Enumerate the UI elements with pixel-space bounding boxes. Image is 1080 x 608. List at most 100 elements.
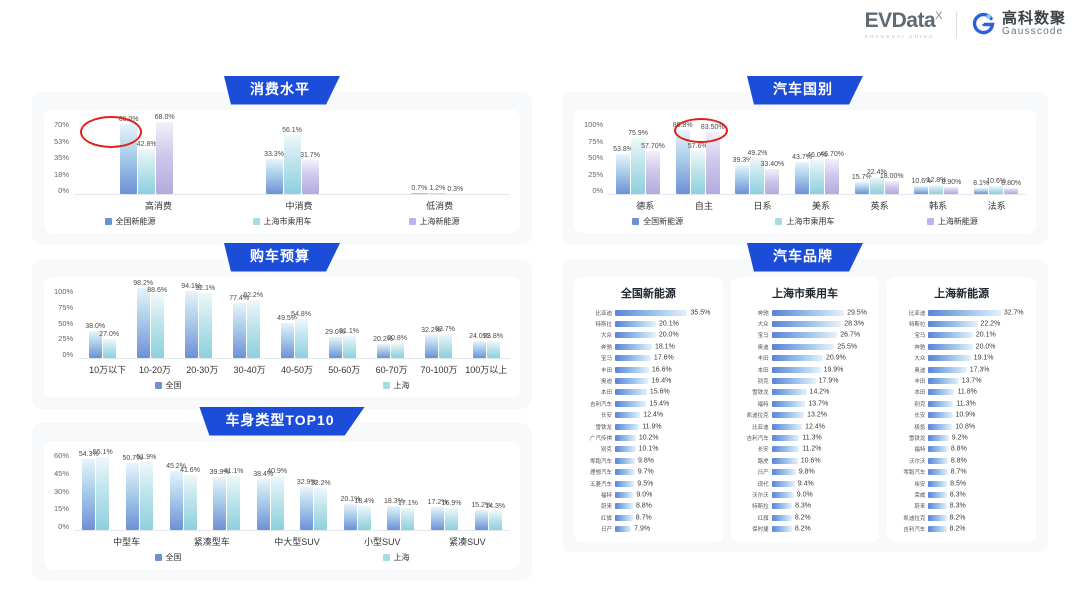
brand-row[interactable]: 比亚迪 12.4% [738,421,873,432]
brand-row[interactable]: 现代 9.4% [738,478,873,489]
brand-row[interactable]: 保时捷 8.2% [738,523,873,534]
brand-row[interactable]: 吉利汽车 8.2% [894,523,1029,534]
bar[interactable]: 27.0% [99,331,119,358]
bar[interactable]: 32.9% [297,479,317,530]
bar[interactable]: 68.0% [155,114,175,194]
bar[interactable]: 12.8% [927,177,946,194]
brand-row[interactable]: 蔚来 8.3% [894,501,1029,512]
bar[interactable]: 46.70% [820,151,844,194]
brand-row[interactable]: 荣威 8.3% [894,489,1029,500]
bar[interactable]: 33.7% [435,326,455,358]
brand-row[interactable]: 特斯拉 20.1% [581,318,716,329]
brand-row[interactable]: 别克 17.9% [738,375,873,386]
bar[interactable]: 88.6% [147,287,167,358]
bar[interactable]: 18.4% [354,498,374,530]
brand-row[interactable]: 零跑汽车 8.7% [894,466,1029,477]
brand-row[interactable]: 红旗 8.2% [738,512,873,523]
bar[interactable]: 40.9% [267,468,287,530]
brand-row[interactable]: 特斯拉 22.2% [894,318,1029,329]
bar[interactable]: 14.3% [485,503,505,530]
brand-row[interactable]: 奔驰 20.0% [894,341,1029,352]
bar[interactable]: 57.70% [641,143,665,194]
brand-row[interactable]: 红旗 8.7% [581,512,716,523]
bar[interactable]: 86.8% [673,122,693,194]
bar[interactable]: 98.2% [133,280,153,358]
brand-row[interactable]: 蔚来 8.8% [581,501,716,512]
brand-row[interactable]: 吉利汽车 15.4% [581,398,716,409]
bar[interactable]: 16.9% [442,500,461,530]
bar[interactable]: 83.50% [701,124,725,194]
brand-row[interactable]: 凯迪拉克 13.2% [738,410,873,421]
brand-row[interactable]: 日产 7.9% [581,523,716,534]
brand-row[interactable]: 极氪 10.8% [894,421,1029,432]
bar[interactable]: 39.3% [732,157,752,194]
bar[interactable]: 54.8% [291,311,311,358]
brand-row[interactable]: 大众 28.3% [738,318,873,329]
brand-row[interactable]: 特斯拉 8.3% [738,501,873,512]
brand-row[interactable]: 吉利汽车 11.3% [738,432,873,443]
bar[interactable]: 10.6% [986,178,1006,194]
brand-row[interactable]: 大众 19.1% [894,353,1029,364]
brand-row[interactable]: 别克 10.1% [581,444,716,455]
bar[interactable]: 8.80% [1001,180,1021,194]
bar[interactable]: 22.4% [867,169,887,194]
brand-row[interactable]: 五菱汽车 9.5% [581,478,716,489]
brand-row[interactable]: 长安 11.2% [738,444,873,455]
bar[interactable]: 55.1% [93,449,113,530]
bar[interactable]: 82.2% [243,292,263,358]
bar[interactable]: 43.7% [792,154,812,194]
bar[interactable]: 17.1% [398,500,418,530]
bar[interactable]: 33.3% [264,151,284,194]
brand-row[interactable]: 福特 9.0% [581,489,716,500]
brand-row[interactable]: 比亚迪 35.5% [581,307,716,318]
bar[interactable]: 42.8% [137,141,157,194]
bar[interactable]: 50.7% [122,455,142,530]
bar[interactable]: 31.7% [300,152,320,194]
bar[interactable]: 29.0% [325,329,345,358]
brand-row[interactable]: 大众 20.0% [581,330,716,341]
bar[interactable]: 54.3% [79,451,99,530]
bar[interactable]: 20.1% [340,496,360,530]
bar[interactable]: 32.2% [421,327,441,358]
brand-row[interactable]: 理想汽车 9.7% [581,466,716,477]
bar[interactable]: 23.8% [483,333,503,358]
bar[interactable]: 15.7% [852,174,872,194]
bar[interactable]: 8.90% [942,179,961,194]
bar[interactable]: 1.2% [428,185,446,194]
bar[interactable]: 18.3% [384,498,404,530]
bar[interactable]: 18.00% [880,173,904,194]
brand-row[interactable]: 长安 12.4% [581,410,716,421]
brand-row[interactable]: 奔驰 29.5% [738,307,873,318]
brand-row[interactable]: 本田 19.9% [738,364,873,375]
brand-row[interactable]: 奥迪 16.4% [581,375,716,386]
bar[interactable]: 56.1% [282,127,302,194]
bar[interactable]: 20.2% [373,336,393,358]
brand-row[interactable]: 比亚迪 32.7% [894,307,1029,318]
brand-row[interactable]: 沃尔沃 9.0% [738,489,873,500]
brand-row[interactable]: 埃安 8.5% [894,478,1029,489]
bar[interactable]: 24.0% [469,333,489,358]
bar[interactable]: 75.9% [628,130,648,194]
brand-row[interactable]: 丰田 13.7% [894,375,1029,386]
bar[interactable]: 20.8% [387,335,407,358]
bar[interactable]: 46.0% [807,152,827,194]
brand-row[interactable]: 奔驰 18.1% [581,341,716,352]
brand-row[interactable]: 本田 15.6% [581,387,716,398]
bar[interactable]: 15.2% [471,502,491,530]
brand-row[interactable]: 零跑汽车 9.8% [581,455,716,466]
bar[interactable]: 41.6% [180,467,200,530]
bar[interactable]: 39.9% [210,469,230,530]
bar[interactable]: 8.1% [973,180,989,194]
brand-row[interactable]: 别克 11.3% [894,398,1029,409]
bar[interactable]: 49.5% [277,315,297,358]
brand-row[interactable]: 日产 9.8% [738,466,873,477]
brand-row[interactable]: 丰田 20.9% [738,353,873,364]
bar[interactable]: 0.7% [410,185,428,194]
brand-row[interactable]: 雪铁龙 11.9% [581,421,716,432]
bar[interactable]: 31.1% [339,328,359,358]
brand-row[interactable]: 奥迪 25.5% [738,341,873,352]
brand-row[interactable]: 宝马 26.7% [738,330,873,341]
bar[interactable]: 45.2% [166,463,186,530]
bar[interactable]: 32.2% [311,480,331,530]
bar[interactable]: 57.6% [688,143,708,194]
